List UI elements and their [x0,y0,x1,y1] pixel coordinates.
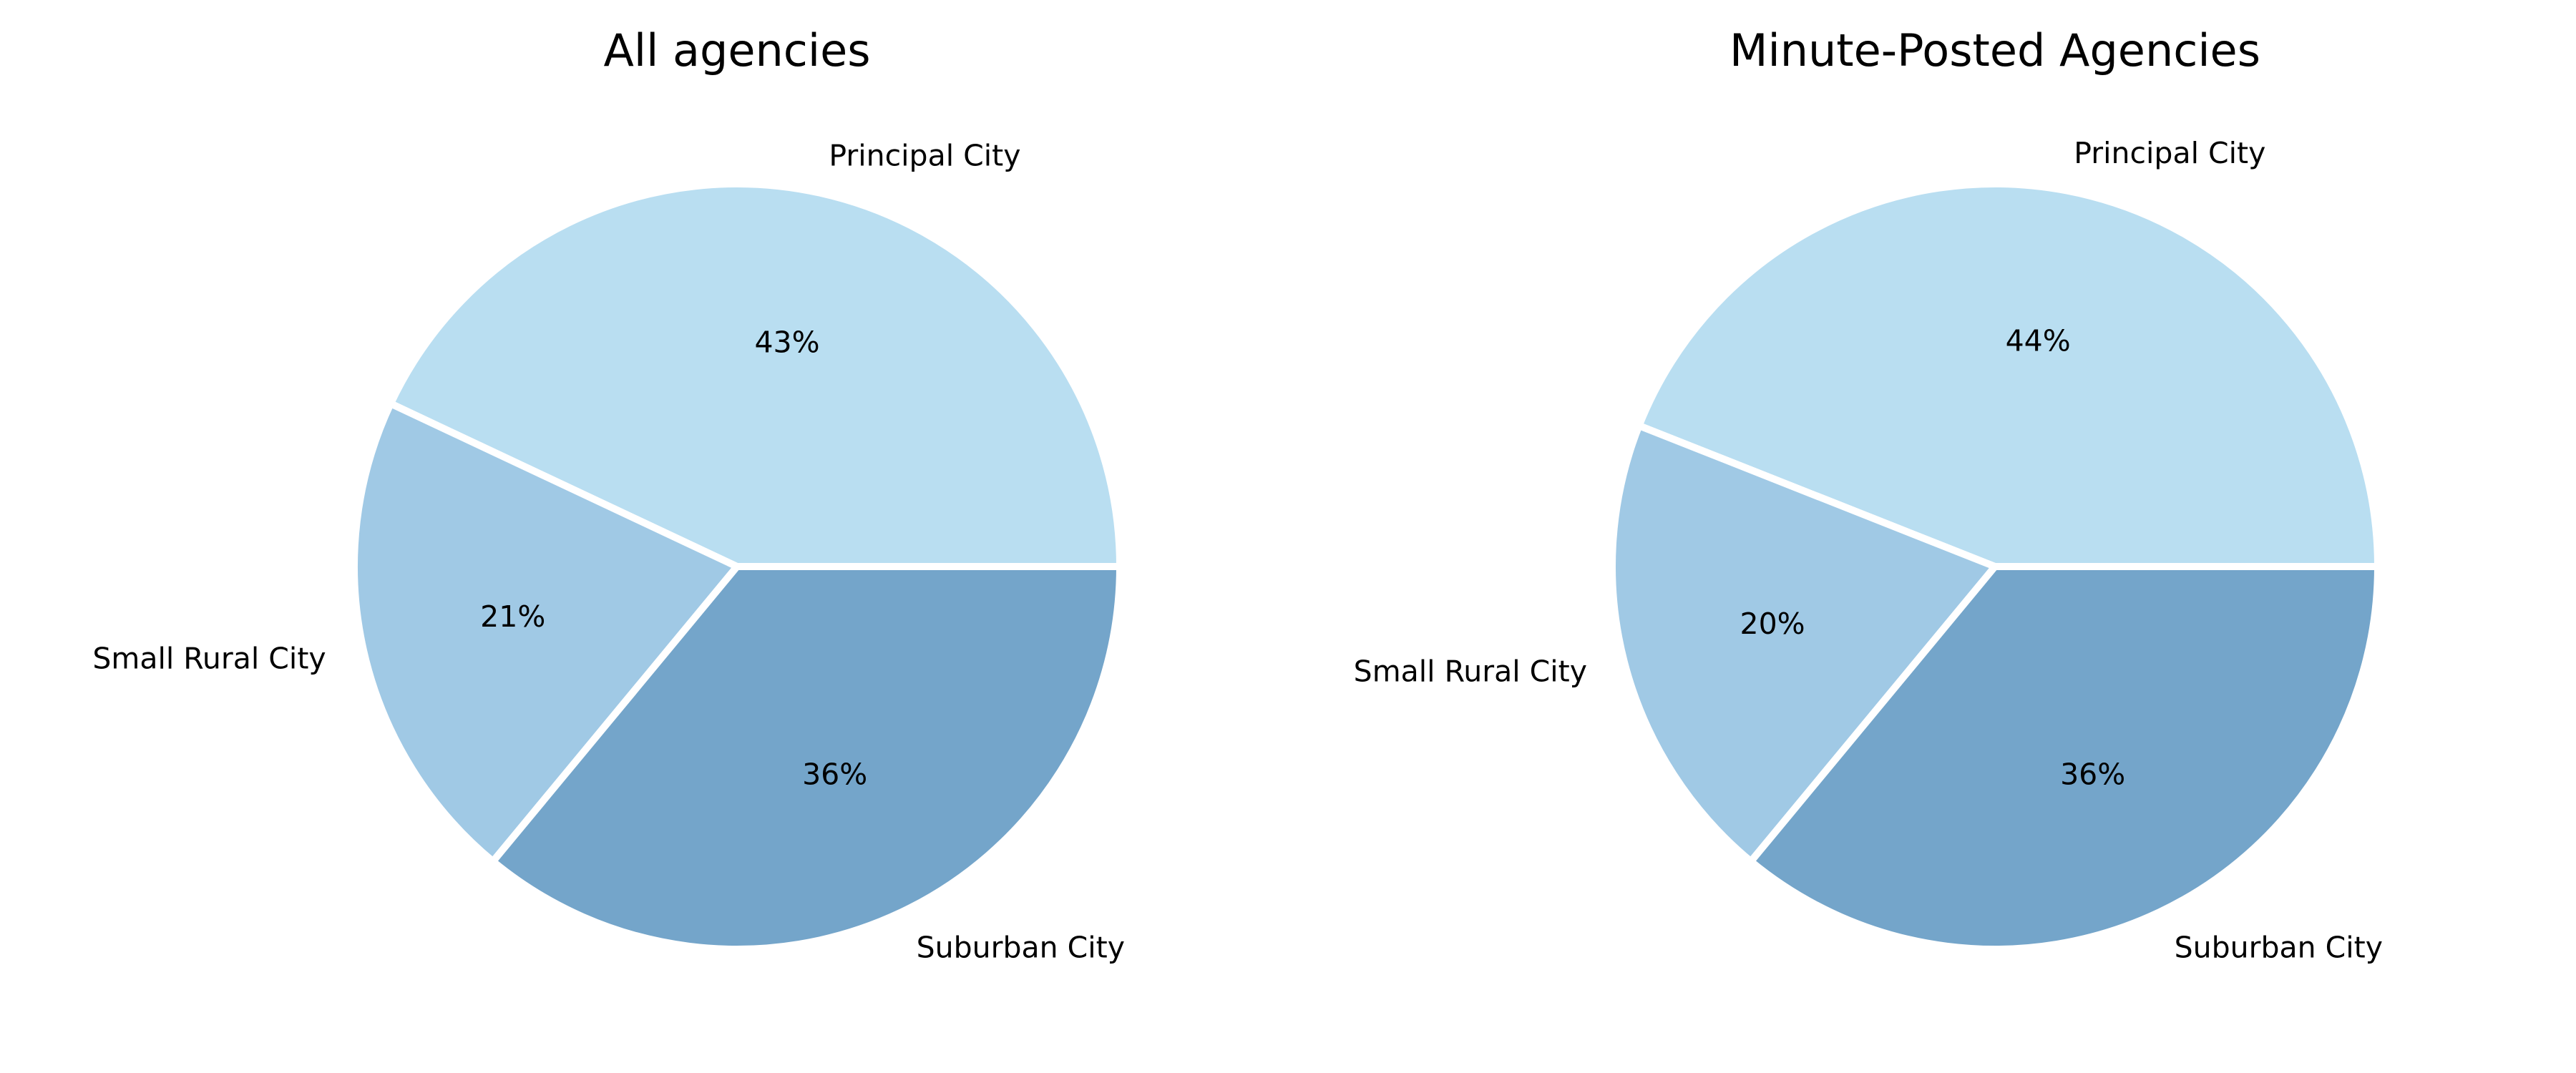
pie-slice-suburban-city [487,563,1124,953]
pie-slice-principal-city [386,180,1124,570]
pct-label-small-rural-city: 21% [480,599,545,634]
pct-label-suburban-city: 36% [2060,757,2125,791]
slice-label-small-rural-city: Small Rural City [1354,654,1587,688]
slice-label-principal-city: Principal City [829,139,1020,173]
pct-label-suburban-city: 36% [802,757,867,791]
pct-label-small-rural-city: 20% [1740,607,1805,641]
pie-chart-all-agencies: 43% Principal City 21% Small Rural City 36% S… [92,24,1125,964]
pct-label-principal-city: 43% [754,325,819,360]
pie-slice-suburban-city [1745,563,2382,953]
chart-title: Minute-Posted Agencies [1729,24,2260,77]
slice-label-small-rural-city: Small Rural City [92,641,326,675]
pie-chart-minute-posted-agencies: 44% Principal City 20% Small Rural City 36% S… [1354,24,2383,964]
slice-label-principal-city: Principal City [2074,136,2265,170]
slice-label-suburban-city: Suburban City [2175,930,2383,964]
chart-title: All agencies [603,24,870,77]
pie-slice-small-rural-city [351,398,743,867]
pie-slice-small-rural-city [1609,421,2001,867]
pie-slice-principal-city [1634,180,2382,570]
slice-label-suburban-city: Suburban City [917,930,1125,964]
pct-label-principal-city: 44% [2006,324,2071,358]
